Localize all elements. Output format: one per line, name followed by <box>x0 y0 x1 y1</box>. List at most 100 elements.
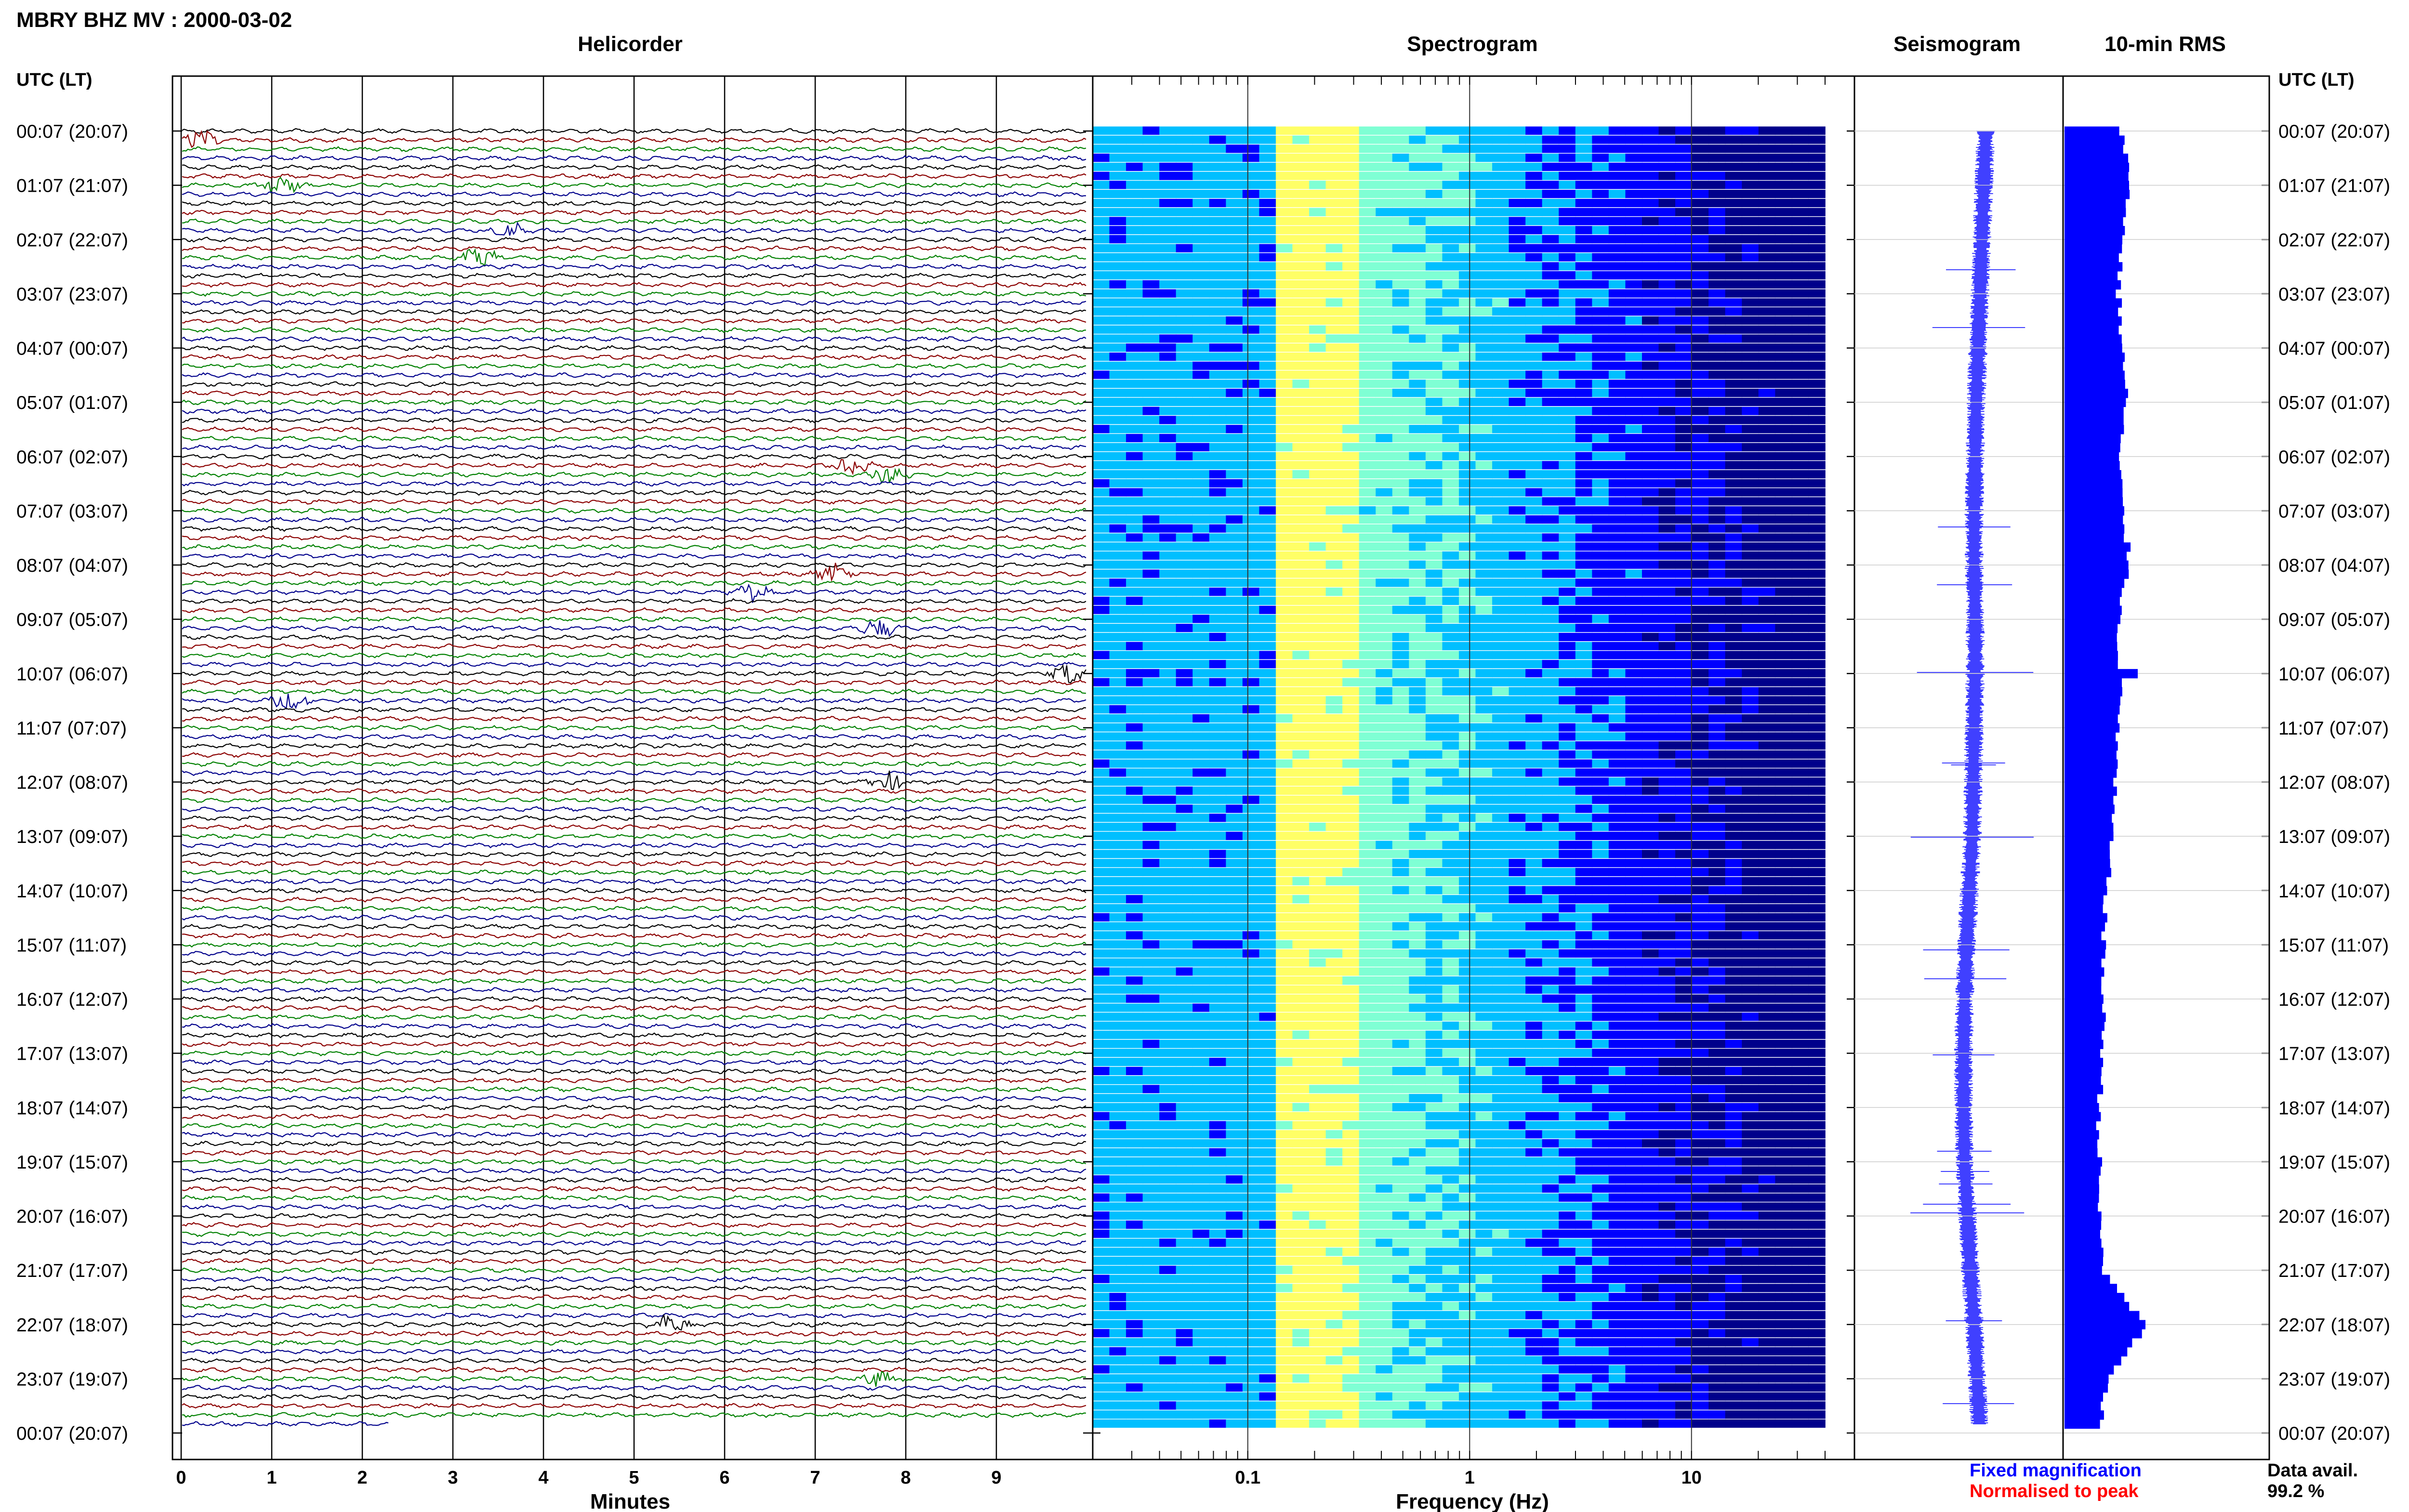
spectrogram-cell <box>1093 678 1110 686</box>
spectrogram-cell <box>1142 569 1160 578</box>
spectrogram-cell <box>1725 1030 1742 1039</box>
spectrogram-cell <box>1142 759 1160 768</box>
time-axis-header-right: UTC (LT) <box>2278 70 2355 90</box>
helicorder-trace <box>182 969 1086 975</box>
spectrogram-cell <box>1525 524 1543 533</box>
spectrogram-cell <box>1309 307 1326 316</box>
spectrogram-cell <box>1359 497 1376 506</box>
spectrogram-cell <box>1093 181 1110 189</box>
spectrogram-cell <box>1742 217 1759 225</box>
spectrogram-cell <box>1376 587 1393 596</box>
spectrogram-cell <box>1459 145 1476 153</box>
spectrogram-cell <box>1242 940 1260 949</box>
spectrogram-cell <box>1808 768 1826 777</box>
spectrogram-cell <box>1126 1049 1143 1057</box>
spectrogram-cell <box>1292 705 1310 714</box>
spectrogram-cell <box>1142 632 1160 642</box>
spectrogram-cell <box>1658 307 1676 316</box>
spectrogram-cell <box>1608 587 1626 596</box>
spectrogram-cell <box>1675 994 1693 1003</box>
spectrogram-cell <box>1226 615 1243 623</box>
spectrogram-cell <box>1808 958 1826 967</box>
spectrogram-cell <box>1658 1049 1676 1057</box>
spectrogram-cell <box>1625 579 1642 587</box>
spectrogram-cell <box>1192 605 1210 614</box>
spectrogram-cell <box>1142 217 1160 225</box>
spectrogram-cell <box>1409 994 1426 1003</box>
spectrogram-cell <box>1708 226 1726 235</box>
spectrogram-cell <box>1093 416 1110 424</box>
spectrogram-cell <box>1142 795 1160 804</box>
spectrogram-cell <box>1376 235 1393 244</box>
spectrogram-cell <box>1109 352 1126 361</box>
spectrogram-cell <box>1376 244 1393 252</box>
spectrogram-cell <box>1292 135 1310 144</box>
spectrogram-cell <box>1126 579 1143 587</box>
spectrogram-cell <box>1692 823 1709 831</box>
spectrogram-cell <box>1126 823 1143 831</box>
spectrogram-cell <box>1559 976 1576 985</box>
spectrogram-cell <box>1226 343 1243 352</box>
spectrogram-cell <box>1708 162 1726 171</box>
spectrogram-cell <box>1209 687 1227 696</box>
spectrogram-cell <box>1725 723 1742 732</box>
spectrogram-cell <box>1758 1003 1776 1012</box>
spectrogram-cell <box>1775 587 1792 596</box>
spectrogram-cell <box>1675 361 1693 370</box>
spectrogram-cell <box>1176 696 1193 705</box>
spectrogram-cell <box>1658 777 1676 786</box>
spectrogram-cell <box>1425 1076 1443 1084</box>
spectrogram-cell <box>1109 669 1126 678</box>
helicorder-trace <box>182 797 1086 803</box>
spectrogram-cell <box>1692 506 1709 515</box>
spectrogram-cell <box>1459 533 1476 542</box>
spectrogram-cell <box>1292 976 1310 985</box>
spectrogram-cell <box>1492 217 1509 225</box>
spectrogram-cell <box>1692 814 1709 822</box>
spectrogram-cell <box>1692 126 1709 135</box>
spectrogram-cell <box>1592 605 1609 614</box>
helicorder-trace <box>182 508 1086 514</box>
spectrogram-cell <box>1492 1012 1509 1021</box>
spectrogram-cell <box>1492 307 1509 316</box>
spectrogram-cell <box>1492 660 1509 669</box>
spectrogram-cell <box>1126 669 1143 678</box>
spectrogram-cell <box>1675 660 1693 669</box>
spectrogram-cell <box>1658 334 1676 343</box>
spectrogram-cell <box>1325 1076 1343 1084</box>
spectrogram-cell <box>1642 524 1659 533</box>
spectrogram-cell <box>1392 298 1410 307</box>
spectrogram-cell <box>1625 262 1642 271</box>
spectrogram-cell <box>1758 190 1776 198</box>
helicorder-trace <box>182 1023 1086 1029</box>
spectrogram-cell <box>1642 235 1659 244</box>
spectrogram-cell <box>1425 605 1443 614</box>
spectrogram-cell <box>1209 434 1227 443</box>
spectrogram-cell <box>1342 1021 1360 1030</box>
spectrogram-cell <box>1625 831 1642 840</box>
spectrogram-cell <box>1542 244 1559 252</box>
spectrogram-cell <box>1758 569 1776 578</box>
spectrogram-cell <box>1292 958 1310 967</box>
spectrogram-cell <box>1142 352 1160 361</box>
spectrogram-cell <box>1109 325 1126 334</box>
spectrogram-cell <box>1142 732 1160 741</box>
spectrogram-cell <box>1475 515 1493 524</box>
spectrogram-cell <box>1758 678 1776 686</box>
spectrogram-cell <box>1276 605 1293 614</box>
spectrogram-cell <box>1425 244 1443 252</box>
spectrogram-cell <box>1342 217 1360 225</box>
helicorder-trace <box>182 1158 1086 1165</box>
spectrogram-cell <box>1475 334 1493 343</box>
spectrogram-cell <box>1592 940 1609 949</box>
spectrogram-cell <box>1459 714 1476 723</box>
spectrogram-cell <box>1109 1030 1126 1039</box>
spectrogram-cell <box>1259 1039 1276 1048</box>
spectrogram-cell <box>1608 307 1626 316</box>
spectrogram-cell <box>1425 777 1443 786</box>
spectrogram-cell <box>1093 605 1110 614</box>
spectrogram-cell <box>1192 1058 1210 1066</box>
spectrogram-cell <box>1542 560 1559 569</box>
spectrogram-cell <box>1775 1066 1792 1076</box>
spectrogram-cell <box>1542 768 1559 777</box>
